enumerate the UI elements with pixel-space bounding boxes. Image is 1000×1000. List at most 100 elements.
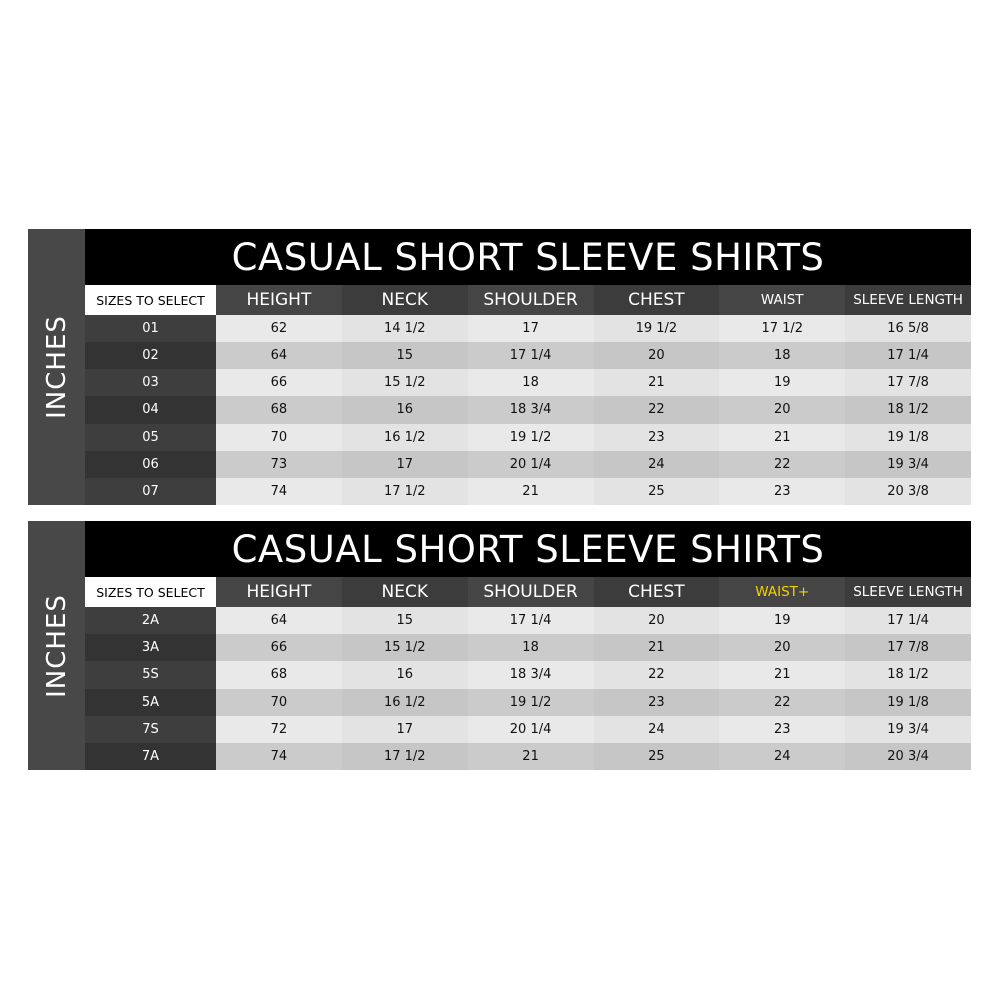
table-cell: 20 xyxy=(593,342,720,370)
size-chart-table-2: INCHES CASUAL SHORT SLEEVE SHIRTS SIZES TO… xyxy=(28,521,971,771)
sizes-to-select-label: SIZES TO SELECT xyxy=(86,286,215,314)
column-header: WAIST+ xyxy=(719,577,846,607)
table-cell: 25 xyxy=(593,477,720,505)
table-cell: 73 xyxy=(216,450,342,478)
table-cell: 19 1/2 xyxy=(593,315,720,343)
table-cell: 17 1/4 xyxy=(467,342,594,370)
table-cell: 15 1/2 xyxy=(341,634,468,662)
size-cell: 01 xyxy=(85,315,216,343)
table-cell: 21 xyxy=(719,423,846,451)
table-cell: 21 xyxy=(593,634,720,662)
table-cell: 24 xyxy=(719,742,846,771)
table-cell: 22 xyxy=(719,688,846,716)
column-header: SLEEVE LENGTH xyxy=(845,285,971,315)
table-row: 04 68 16 18 3/4 22 20 18 1/2 xyxy=(85,396,971,424)
table-cell: 14 1/2 xyxy=(341,315,468,343)
table-cell: 17 xyxy=(341,450,468,478)
column-header: HEIGHT xyxy=(216,285,342,315)
unit-label: INCHES xyxy=(41,315,72,419)
table-cell: 20 xyxy=(719,396,846,424)
table-rows: 01 62 14 1/2 17 19 1/2 17 1/2 16 5/8 02 64 15 17 1… xyxy=(85,315,971,505)
table-cell: 17 1/4 xyxy=(845,342,971,370)
table-cell: 19 3/4 xyxy=(845,715,971,743)
table-cell: 68 xyxy=(216,396,342,424)
table-cell: 70 xyxy=(216,423,342,451)
table-row: 01 62 14 1/2 17 19 1/2 17 1/2 16 5/8 xyxy=(85,315,971,343)
table-cell: 17 1/4 xyxy=(467,607,594,635)
table-cell: 23 xyxy=(593,423,720,451)
size-chart-table-1: INCHES CASUAL SHORT SLEEVE SHIRTS SIZES TO… xyxy=(28,229,971,505)
column-header: SHOULDER xyxy=(467,577,594,607)
table-cell: 19 xyxy=(719,607,846,635)
table-cell: 23 xyxy=(719,477,846,505)
size-cell: 05 xyxy=(85,423,216,451)
size-cell: 5A xyxy=(85,688,216,716)
table-row: 5S 68 16 18 3/4 22 21 18 1/2 xyxy=(85,661,971,689)
table-cell: 15 xyxy=(341,342,468,370)
table-cell: 19 1/8 xyxy=(845,423,971,451)
table-cell: 16 5/8 xyxy=(845,315,971,343)
table-body: CASUAL SHORT SLEEVE SHIRTS SIZES TO SELEC… xyxy=(85,229,971,505)
table-row: 07 74 17 1/2 21 25 23 20 3/8 xyxy=(85,477,971,505)
table-row: 02 64 15 17 1/4 20 18 17 1/4 xyxy=(85,342,971,370)
table-cell: 68 xyxy=(216,661,342,689)
table-cell: 17 7/8 xyxy=(845,369,971,397)
table-cell: 18 xyxy=(467,369,594,397)
table-title: CASUAL SHORT SLEEVE SHIRTS xyxy=(85,229,971,285)
size-cell: 5S xyxy=(85,661,216,689)
table-cell: 20 3/4 xyxy=(845,742,971,771)
table-cell: 23 xyxy=(719,715,846,743)
table-cell: 18 3/4 xyxy=(467,661,594,689)
table-cell: 18 3/4 xyxy=(467,396,594,424)
column-header: SHOULDER xyxy=(467,285,594,315)
table-body: CASUAL SHORT SLEEVE SHIRTS SIZES TO SELEC… xyxy=(85,521,971,771)
table-row: 7A 74 17 1/2 21 25 24 20 3/4 xyxy=(85,742,971,771)
header-row: SIZES TO SELECT HEIGHT NECK SHOULDER CHEST WA… xyxy=(85,577,971,607)
table-cell: 21 xyxy=(719,661,846,689)
column-header: CHEST xyxy=(593,577,720,607)
table-cell: 17 1/2 xyxy=(341,477,468,505)
size-cell: 2A xyxy=(85,607,216,635)
table-cell: 21 xyxy=(467,742,594,771)
table-cell: 70 xyxy=(216,688,342,716)
table-cell: 64 xyxy=(216,607,342,635)
column-header: CHEST xyxy=(593,285,720,315)
table-row: 5A 70 16 1/2 19 1/2 23 22 19 1/8 xyxy=(85,688,971,716)
table-cell: 19 3/4 xyxy=(845,450,971,478)
table-cell: 15 1/2 xyxy=(341,369,468,397)
table-cell: 20 xyxy=(719,634,846,662)
table-cell: 17 7/8 xyxy=(845,634,971,662)
table-title: CASUAL SHORT SLEEVE SHIRTS xyxy=(85,521,971,577)
sizes-to-select-label: SIZES TO SELECT xyxy=(86,578,215,606)
table-cell: 22 xyxy=(593,396,720,424)
table-cell: 18 xyxy=(467,634,594,662)
size-cell: 04 xyxy=(85,396,216,424)
table-cell: 16 xyxy=(341,661,468,689)
table-cell: 66 xyxy=(216,634,342,662)
size-cell: 03 xyxy=(85,369,216,397)
table-cell: 18 xyxy=(719,342,846,370)
table-cell: 62 xyxy=(216,315,342,343)
table-cell: 16 xyxy=(341,396,468,424)
table-cell: 20 1/4 xyxy=(467,715,594,743)
table-cell: 66 xyxy=(216,369,342,397)
table-cell: 17 1/2 xyxy=(719,315,846,343)
size-cell: 07 xyxy=(85,477,216,505)
table-cell: 17 1/2 xyxy=(341,742,468,771)
table-cell: 18 1/2 xyxy=(845,661,971,689)
table-cell: 25 xyxy=(593,742,720,771)
table-cell: 21 xyxy=(467,477,594,505)
table-cell: 23 xyxy=(593,688,720,716)
unit-label: INCHES xyxy=(41,593,72,698)
size-cell: 7S xyxy=(85,715,216,743)
table-cell: 20 3/8 xyxy=(845,477,971,505)
table-cell: 17 1/4 xyxy=(845,607,971,635)
table-cell: 19 1/2 xyxy=(467,688,594,716)
unit-band: INCHES xyxy=(28,521,85,770)
table-row: 05 70 16 1/2 19 1/2 23 21 19 1/8 xyxy=(85,423,971,451)
table-row: 7S 72 17 20 1/4 24 23 19 3/4 xyxy=(85,715,971,743)
table-row: 2A 64 15 17 1/4 20 19 17 1/4 xyxy=(85,607,971,635)
table-cell: 16 1/2 xyxy=(341,688,468,716)
column-header: NECK xyxy=(341,285,468,315)
table-row: 03 66 15 1/2 18 21 19 17 7/8 xyxy=(85,369,971,397)
